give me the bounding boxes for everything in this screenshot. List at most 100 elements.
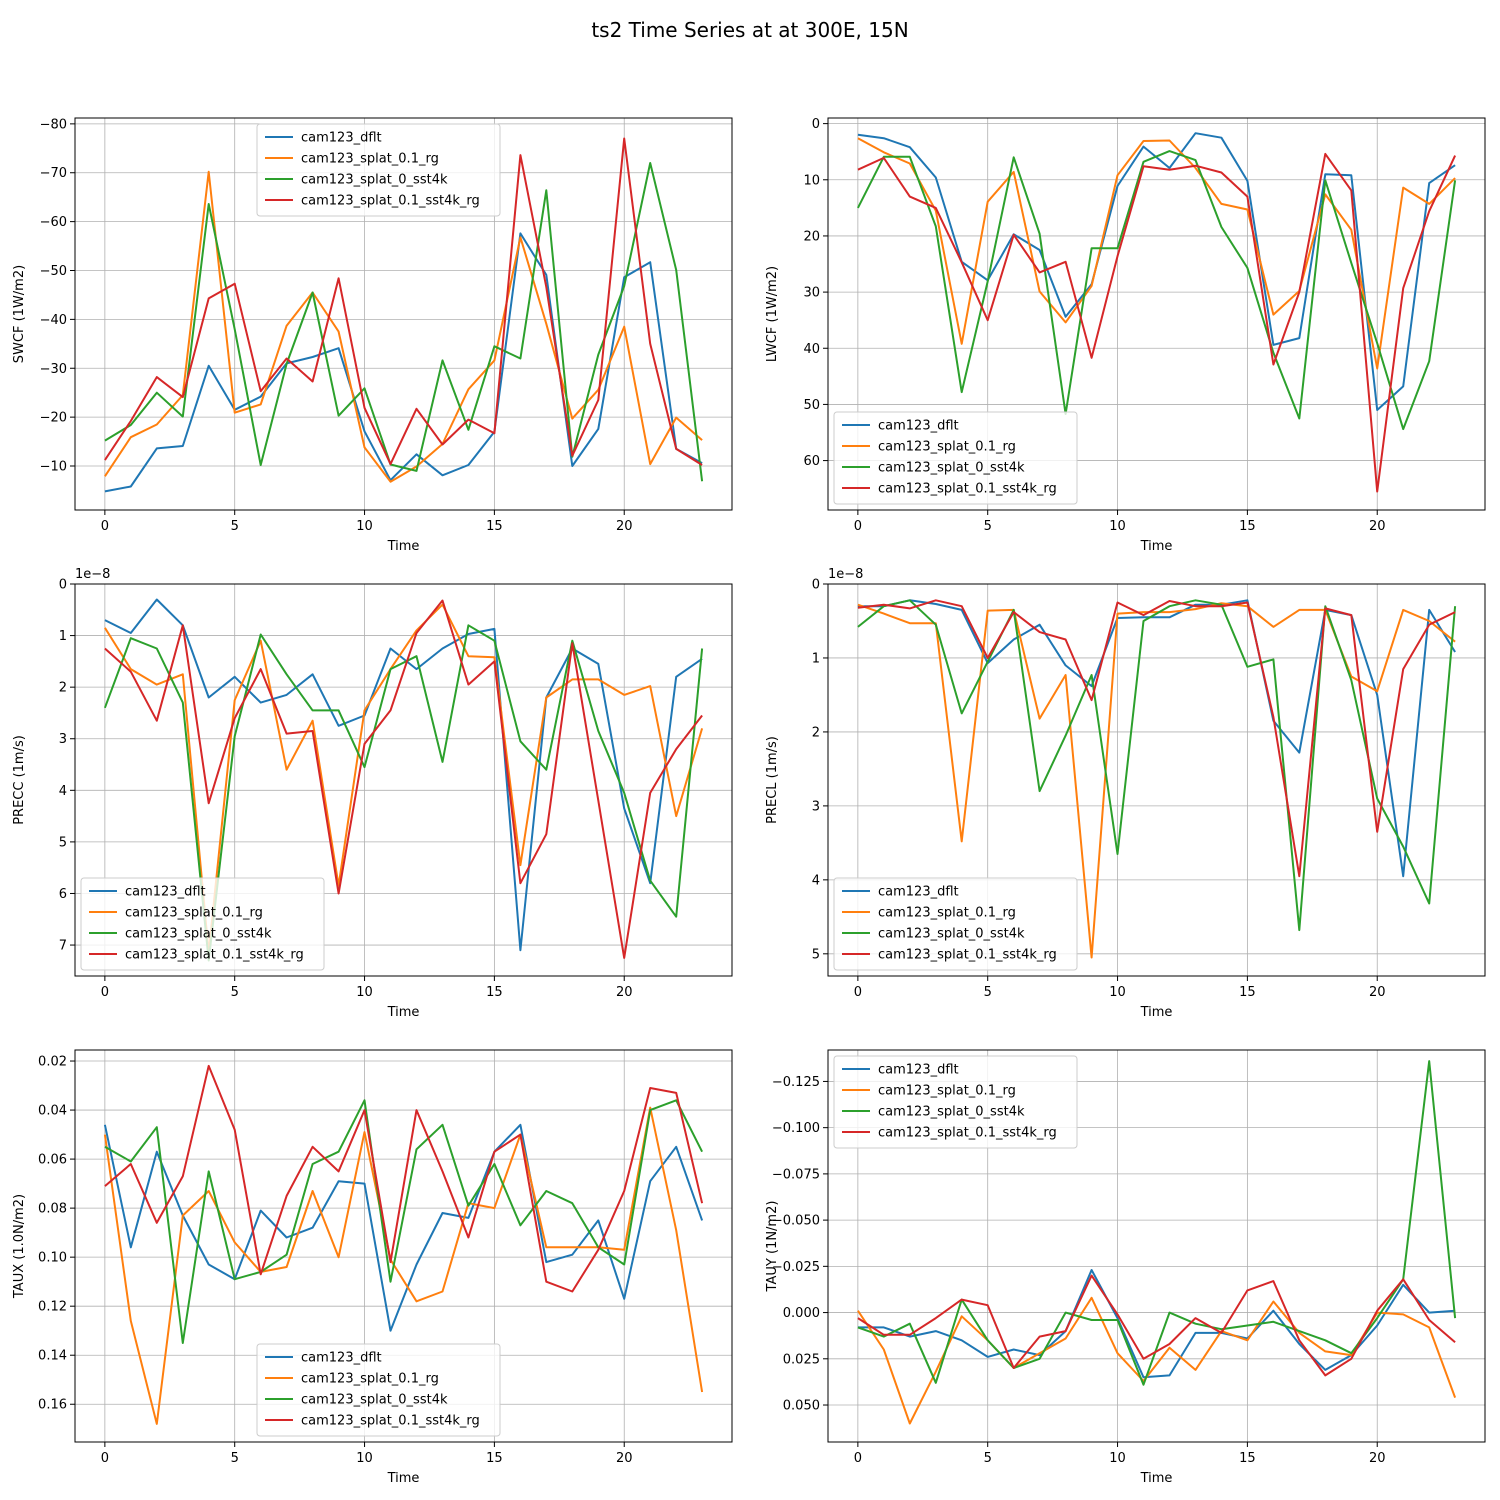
- legend-box: [833, 1055, 1078, 1149]
- y-axis-label: TAUY (1N/m2): [765, 1201, 780, 1293]
- legend-label: cam123_dflt: [301, 131, 382, 146]
- y-tick-label: −0.100: [772, 1121, 820, 1136]
- axes-frame: [74, 117, 733, 511]
- x-tick-label: 10: [1109, 519, 1126, 534]
- series-line-cam123_dflt: [104, 232, 703, 493]
- legend-label: cam123_splat_0_sst4k: [125, 927, 272, 942]
- x-tick-label: 5: [984, 519, 992, 534]
- x-tick-label: 5: [984, 985, 992, 1000]
- y-tick-label: 0.04: [38, 1104, 67, 1119]
- y-tick-label: −70: [40, 166, 67, 181]
- legend: cam123_dflt cam123_splat_0.1_rg cam123_spl…: [833, 1055, 1078, 1149]
- axes-frame: [827, 583, 1486, 977]
- series-line-cam123_dflt: [103, 1123, 704, 1332]
- y-tick-label: 0.025: [783, 1352, 820, 1367]
- y-tick-label: 0.08: [38, 1202, 67, 1217]
- y-tick-label: 50: [803, 398, 820, 413]
- y-axis-label: TAUX (1.0N/m2): [12, 1194, 27, 1299]
- series-line-cam123_splat_0_sst4k: [857, 1060, 1457, 1386]
- series-line-cam123_splat_0.1_sst4k_rg: [857, 152, 1457, 493]
- legend-label: cam123_splat_0.1_rg: [125, 906, 263, 921]
- series-line-cam123_dflt: [857, 599, 1456, 878]
- series-line-cam123_splat_0.1_rg: [857, 137, 1456, 370]
- legend-label: cam123_splat_0.1_sst4k_rg: [125, 948, 304, 963]
- y-tick-label: 5: [59, 835, 67, 850]
- legend-label: cam123_splat_0.1_rg: [878, 1084, 1016, 1099]
- x-axis-label: Time: [387, 1471, 420, 1486]
- x-tick-label: 20: [616, 519, 633, 534]
- legend-label: cam123_dflt: [878, 885, 959, 900]
- y-tick-label: −0.125: [772, 1075, 820, 1090]
- y-tick-label: 7: [59, 939, 67, 954]
- legend: cam123_dflt cam123_splat_0.1_rg cam123_spl…: [256, 1343, 501, 1437]
- series-line-cam123_dflt: [857, 1269, 1456, 1379]
- figure-title: ts2 Time Series at at 300E, 15N: [591, 18, 908, 42]
- x-axis-label: Time: [387, 539, 420, 554]
- axes-frame: [827, 1049, 1486, 1443]
- y-tick-label: −0.075: [772, 1167, 820, 1182]
- y-tick-label: 20: [803, 229, 820, 244]
- x-axis-label: Time: [1140, 539, 1173, 554]
- y-tick-label: 2: [812, 725, 820, 740]
- x-tick-label: 15: [486, 1451, 503, 1466]
- y-tick-label: 0: [812, 117, 820, 132]
- y-tick-label: 0.06: [38, 1153, 67, 1168]
- x-tick-label: 20: [616, 985, 633, 1000]
- x-tick-label: 20: [1369, 1451, 1386, 1466]
- y-tick-label: 3: [59, 732, 67, 747]
- x-tick-label: 0: [101, 1451, 109, 1466]
- series-line-cam123_splat_0.1_rg: [857, 602, 1456, 959]
- series-line-cam123_splat_0_sst4k: [857, 599, 1457, 932]
- y-axis-label: PRECL (1m/s): [765, 736, 780, 824]
- y-tick-label: 0.14: [38, 1349, 67, 1364]
- y-tick-label: 5: [812, 947, 820, 962]
- y-tick-label: 10: [803, 173, 820, 188]
- x-tick-label: 10: [356, 519, 373, 534]
- x-tick-label: 10: [356, 985, 373, 1000]
- x-tick-label: 5: [984, 1451, 992, 1466]
- x-tick-label: 20: [1369, 985, 1386, 1000]
- legend-label: cam123_splat_0.1_rg: [301, 1372, 439, 1387]
- y-tick-label: 0.12: [38, 1300, 67, 1315]
- x-tick-label: 0: [854, 985, 862, 1000]
- y-offset-label: 1e−8: [75, 567, 110, 582]
- x-tick-label: 10: [356, 1451, 373, 1466]
- series-line-cam123_splat_0.1_rg: [104, 170, 703, 483]
- x-tick-label: 15: [486, 519, 503, 534]
- x-axis-label: Time: [387, 1005, 420, 1020]
- y-tick-label: 0.000: [783, 1306, 820, 1321]
- legend-label: cam123_splat_0_sst4k: [301, 1393, 448, 1408]
- y-tick-label: 0: [812, 578, 820, 593]
- legend-label: cam123_splat_0.1_sst4k_rg: [301, 194, 480, 209]
- x-axis-label: Time: [1140, 1471, 1173, 1486]
- y-tick-label: −10: [40, 460, 67, 475]
- legend-label: cam123_splat_0.1_sst4k_rg: [301, 1414, 480, 1429]
- x-axis-label: Time: [1140, 1005, 1173, 1020]
- y-tick-label: −60: [40, 215, 67, 230]
- axes-frame: [74, 583, 733, 977]
- legend-label: cam123_dflt: [878, 419, 959, 434]
- series-line-cam123_splat_0.1_sst4k_rg: [857, 1274, 1456, 1377]
- y-tick-label: 30: [803, 286, 820, 301]
- y-tick-label: −80: [40, 117, 67, 132]
- series-line-cam123_splat_0.1_sst4k_rg: [104, 1064, 704, 1293]
- subplot-grid: 0 5 10 15 20−10−20−30−40−50−60−70−80TimeSWCF…: [12, 117, 1486, 1486]
- subplot-6: 0 5 10 15 20 −0.125 −0.100 −0.075 −0.050 −0.025 0.…: [765, 1049, 1486, 1486]
- subplot-3: 0 5 10 15 20 0 1 2 3 4 5 6 7 Time PRECC (1m/s) 1e−8 cam1…: [12, 567, 733, 1020]
- x-tick-label: 0: [854, 1451, 862, 1466]
- subplot-4: 0 5 10 15 20 0 1 2 3 4 5 Time PRECL (1m/s) 1e−8 cam123…: [765, 567, 1486, 1020]
- subplot-1: 0 5 10 15 20 −10 −20 −30 −40 −50 −60 −70 −80 Time SWCF…: [12, 117, 733, 554]
- legend: cam123_dflt cam123_splat_0.1_rg cam123_spl…: [256, 123, 501, 217]
- y-tick-label: −20: [40, 411, 67, 426]
- series-line-cam123_splat_0.1_sst4k_rg: [857, 599, 1456, 878]
- legend-box: [256, 1343, 501, 1437]
- y-tick-label: 0.10: [38, 1251, 67, 1266]
- series-line-cam123_splat_0.1_sst4k_rg: [104, 599, 703, 959]
- axes-frame: [74, 1049, 733, 1443]
- y-tick-label: 1: [812, 651, 820, 666]
- y-tick-label: 0: [59, 578, 67, 593]
- y-tick-label: −40: [40, 313, 67, 328]
- legend-label: cam123_splat_0.1_sst4k_rg: [878, 948, 1057, 963]
- legend-box: [256, 123, 501, 217]
- series-line-cam123_splat_0_sst4k: [857, 150, 1457, 431]
